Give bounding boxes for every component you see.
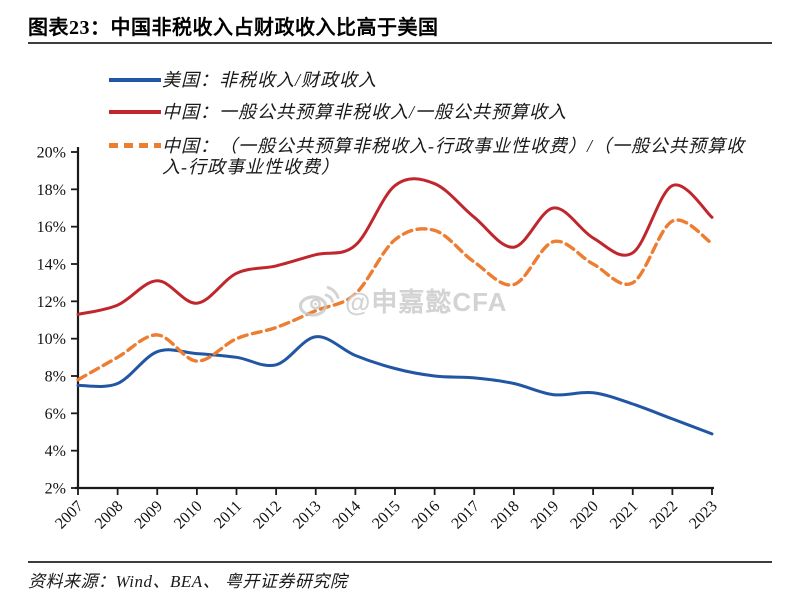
watermark-text: @申嘉懿CFA (345, 287, 508, 317)
title-divider (28, 42, 772, 44)
x-axis-label: 2008 (92, 498, 127, 533)
series-line-us (76, 335, 714, 436)
x-axis-label: 2023 (686, 498, 721, 533)
x-axis-label: 2010 (171, 498, 206, 533)
x-axis-label: 2017 (448, 498, 483, 533)
x-axis-label: 2016 (409, 498, 444, 533)
y-axis-label: 8% (45, 369, 66, 386)
x-axis-label: 2021 (607, 498, 642, 533)
legend-label-china: 中国：一般公共预算非税收入/一般公共预算收入 (162, 102, 567, 122)
y-axis-label: 6% (45, 406, 66, 423)
watermark: @申嘉懿CFA (297, 282, 507, 319)
legend-swatch-us (109, 78, 161, 82)
x-axis-label: 2022 (647, 498, 682, 533)
x-axis-label: 2014 (330, 498, 365, 533)
x-axis-label: 2018 (488, 498, 523, 533)
x-axis-label: 2007 (52, 498, 87, 533)
x-axis-label: 2015 (369, 498, 404, 533)
legend-label-china-adjusted: 中国：（一般公共预算非税收入-行政事业性收费）/（一般公共预算收入-行政事业性收… (162, 136, 745, 177)
page-title: 图表23：中国非税收入占财政收入比高于美国 (28, 17, 439, 39)
x-axis-label: 2013 (290, 498, 325, 533)
y-axis-label: 16% (37, 219, 66, 236)
y-axis-label: 18% (37, 182, 66, 199)
y-axis-label: 10% (37, 331, 66, 348)
legend-swatch-china-adjusted (109, 143, 161, 148)
source-divider (28, 561, 772, 563)
y-axis-label: 2% (45, 481, 66, 498)
x-axis-label: 2011 (211, 498, 245, 532)
y-axis-label: 4% (45, 443, 66, 460)
y-axis-label: 12% (37, 294, 66, 311)
source-note: 资料来源：Wind、BEA、 粤开证券研究院 (28, 572, 348, 591)
legend-swatch-china (109, 110, 161, 114)
x-axis-label: 2020 (567, 498, 602, 533)
series-line-china-adjusted (76, 218, 714, 382)
legend-label-us: 美国：非税收入/财政收入 (162, 70, 377, 90)
x-axis-label: 2019 (528, 498, 563, 533)
y-axis-label: 14% (37, 257, 66, 274)
series-line-china (76, 177, 714, 316)
x-axis-label: 2012 (250, 498, 285, 533)
y-axis-label: 20% (37, 145, 66, 162)
x-axis-label: 2009 (131, 498, 166, 533)
weibo-icon (298, 285, 340, 317)
